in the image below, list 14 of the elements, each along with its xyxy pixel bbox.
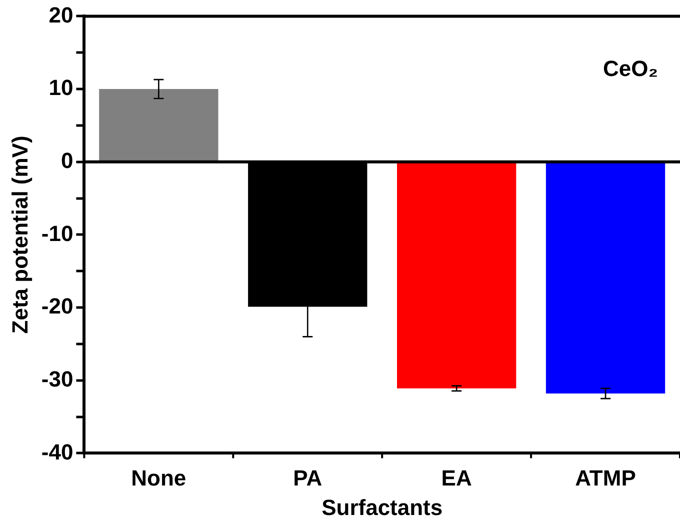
x-tick-label: None (131, 465, 186, 490)
y-tick-label: 10 (48, 75, 74, 100)
x-tick-label: PA (293, 465, 322, 490)
y-tick-label: 0 (60, 148, 74, 173)
x-tick-label: EA (441, 465, 472, 490)
y-tick-label: -10 (41, 220, 74, 246)
y-tick-label: -40 (41, 439, 74, 464)
x-tick-label: ATMP (575, 465, 636, 490)
y-tick-label: 20 (48, 2, 74, 28)
x-axis-title: Surfactants (322, 494, 443, 520)
annotation: CeO₂ (602, 56, 658, 82)
y-tick-label: -20 (41, 294, 74, 319)
y-tick-label: -30 (41, 366, 74, 392)
y-axis-title: Zeta potential (mV) (7, 136, 32, 334)
